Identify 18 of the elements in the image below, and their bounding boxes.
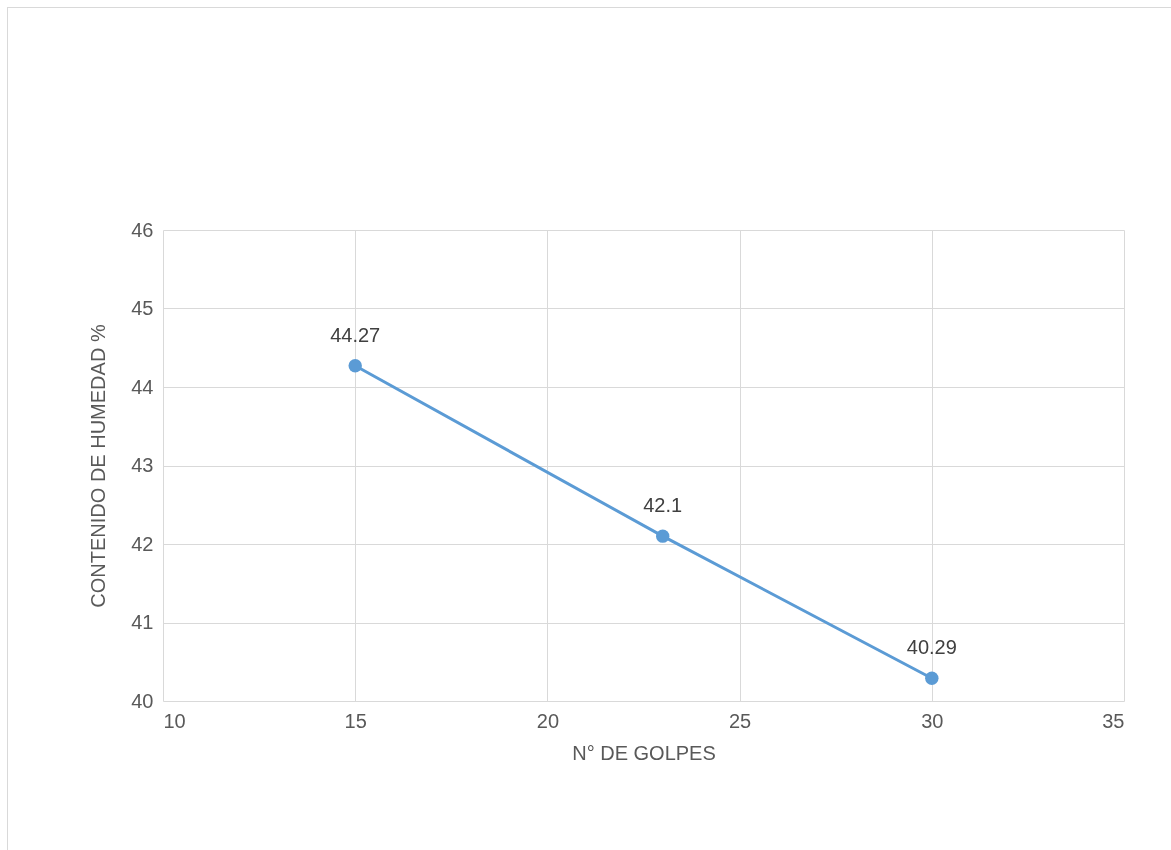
data-label: 44.27 (330, 323, 381, 346)
x-tick-label: 35 (1102, 709, 1125, 732)
y-tick-label: 46 (131, 218, 154, 241)
y-tick-label: 43 (131, 454, 154, 476)
y-tick-label: 45 (131, 297, 154, 319)
x-tick-label: 15 (344, 709, 367, 732)
x-axis-title: N° DE GOLPES (572, 741, 716, 764)
x-tick-label: 10 (163, 709, 186, 732)
y-axis-title: CONTENIDO DE HUMEDAD % (87, 324, 110, 608)
data-label: 40.29 (906, 636, 957, 659)
y-tick-label: 42 (131, 532, 154, 555)
x-tick-label: 30 (921, 709, 944, 732)
data-label: 42.1 (643, 494, 683, 517)
y-tick-label: 40 (131, 689, 154, 712)
x-tick-label: 20 (536, 709, 560, 732)
y-tick-label: 41 (131, 611, 154, 633)
y-tick-label: 44 (131, 375, 154, 398)
x-tick-label: 25 (728, 709, 752, 732)
